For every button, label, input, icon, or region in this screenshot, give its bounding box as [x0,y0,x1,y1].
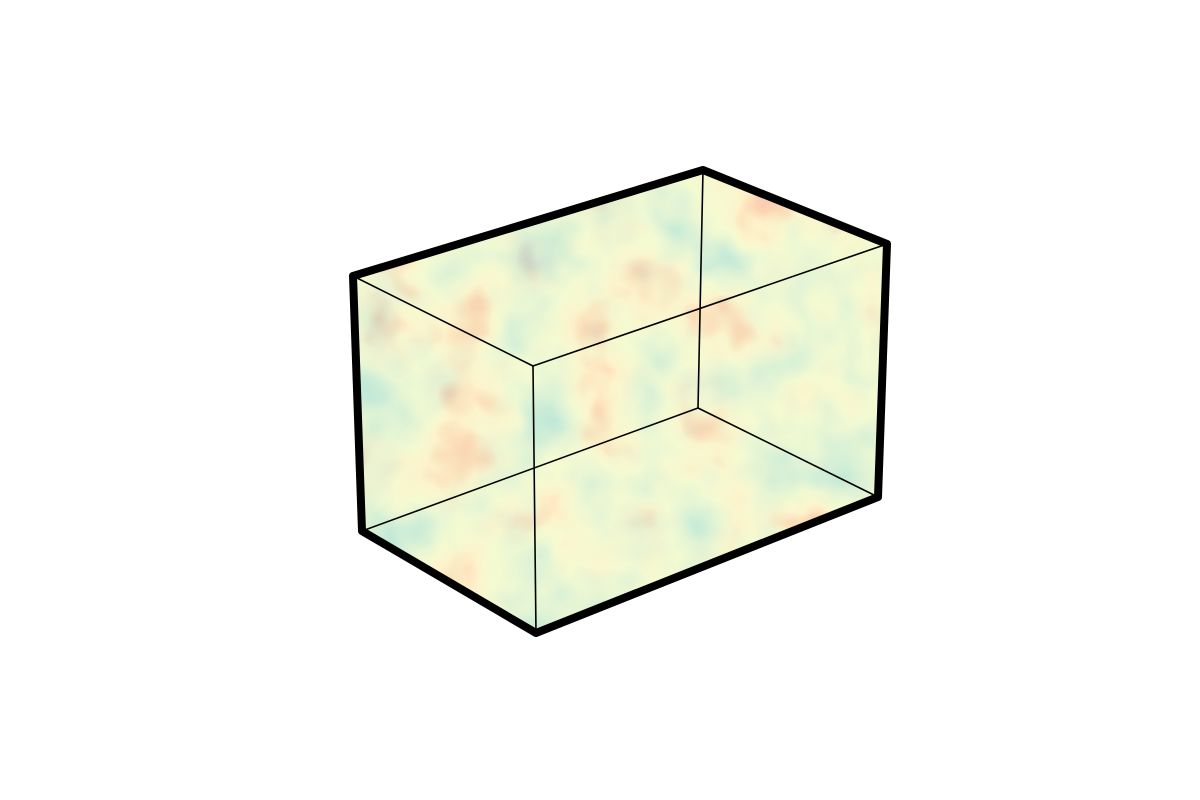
edge-bottom-back-right [697,407,879,498]
edge-bottom-back-left [361,407,699,532]
edge-front-vertical [532,365,537,634]
box-inner-edges [352,169,888,634]
edge-top-front-right [532,243,888,367]
edge-top-front-left [352,275,534,367]
volume-fill [353,170,887,633]
box-outline [349,166,891,637]
edge-back-vertical [697,169,704,409]
